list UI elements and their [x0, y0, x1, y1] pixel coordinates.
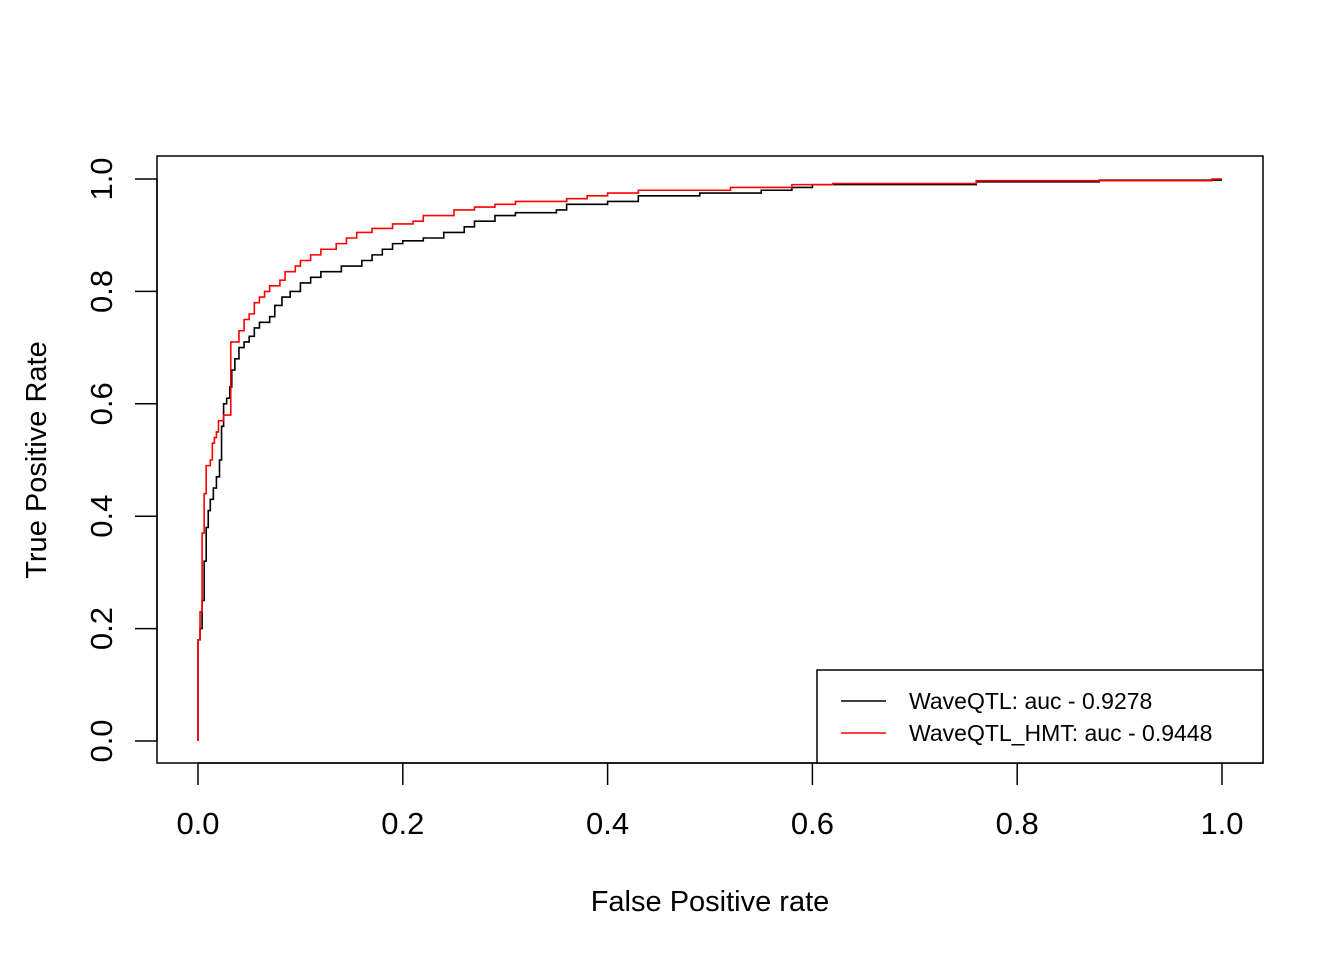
y-tick-label: 1.0 — [84, 157, 119, 200]
series-layer — [197, 178, 1222, 741]
legend: WaveQTL: auc - 0.9278 WaveQTL_HMT: auc - … — [816, 669, 1264, 764]
series-line-1 — [197, 179, 1222, 741]
x-axis-label: False Positive rate — [591, 886, 830, 918]
x-tick-label: 0.6 — [791, 806, 834, 841]
x-tick-label: 0.2 — [381, 806, 424, 841]
legend-label-2: WaveQTL_HMT: auc - 0.9448 — [909, 720, 1212, 746]
y-axis: 0.0 0.2 0.4 0.6 0.8 1.0 — [84, 157, 158, 763]
x-tick-label: 0.0 — [176, 806, 219, 841]
series-line-2 — [197, 178, 1222, 741]
x-tick-label: 0.8 — [996, 806, 1039, 841]
legend-label-1: WaveQTL: auc - 0.9278 — [909, 688, 1152, 714]
legend-box — [816, 669, 1264, 764]
y-tick-label: 0.6 — [84, 382, 119, 425]
legend-entries: WaveQTL: auc - 0.9278 WaveQTL_HMT: auc - … — [841, 688, 1212, 746]
y-tick-label: 0.0 — [84, 719, 119, 762]
x-tick-label: 1.0 — [1200, 806, 1243, 841]
x-axis: 0.0 0.2 0.4 0.6 0.8 1.0 — [176, 762, 1244, 841]
y-tick-label: 0.2 — [84, 607, 119, 650]
y-tick-label: 0.4 — [84, 495, 119, 538]
y-axis-label: True Positive Rate — [21, 341, 53, 578]
x-tick-label: 0.4 — [586, 806, 629, 841]
y-tick-label: 0.8 — [84, 270, 119, 313]
